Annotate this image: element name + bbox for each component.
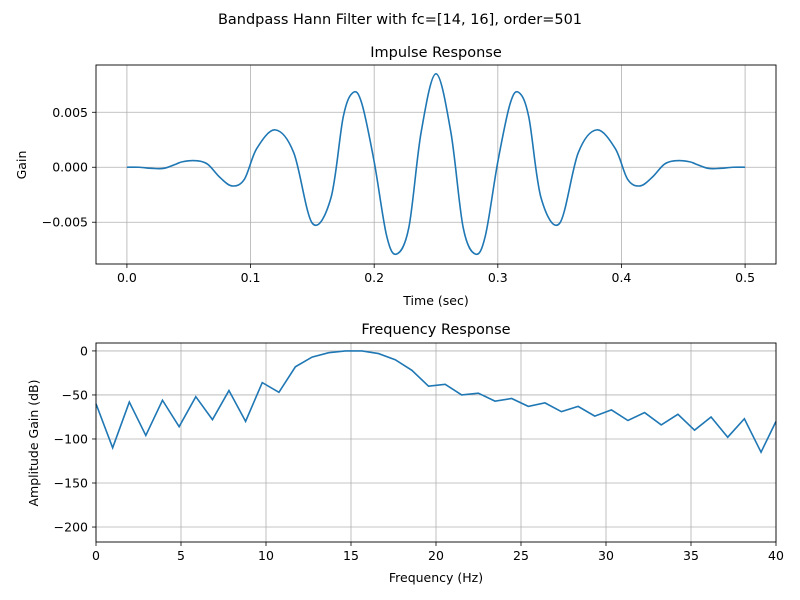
frequency-response-xtick-label: 0	[92, 548, 100, 563]
impulse-response-xtick-label: 0.4	[612, 270, 632, 285]
frequency-response-xtick-label: 15	[343, 548, 359, 563]
frequency-response-xtick-label: 30	[598, 548, 614, 563]
impulse-response-ylabel: Gain	[14, 151, 29, 180]
figure-suptitle: Bandpass Hann Filter with fc=[14, 16], o…	[218, 12, 582, 28]
frequency-response-xtick-label: 10	[258, 548, 274, 563]
impulse-response-xtick-label: 0.0	[117, 270, 137, 285]
impulse-response-axes-frame	[95, 64, 777, 265]
impulse-response-ytick-label: 0.005	[52, 105, 88, 120]
frequency-response-line	[95, 350, 777, 455]
frequency-response-xlabel: Frequency (Hz)	[389, 570, 483, 585]
frequency-response-ytick-label: −100	[54, 431, 88, 446]
impulse-response-xtick-label: 0.3	[488, 270, 508, 285]
frequency-response-ylabel: Amplitude Gain (dB)	[26, 379, 41, 506]
impulse-response-xtick-label: 0.5	[735, 270, 755, 285]
frequency-response-xtick-label: 40	[768, 548, 784, 563]
impulse-response-yticks: −0.005 0.000 0.005	[42, 105, 96, 230]
impulse-response-line	[126, 72, 746, 256]
frequency-response-ytick-label: 0	[80, 343, 88, 358]
impulse-response-xtick-label: 0.2	[364, 270, 384, 285]
frequency-response-ytick-label: −150	[54, 476, 88, 491]
impulse-response-xlabel: Time (sec)	[402, 293, 468, 308]
frequency-response-yticks: −200 −150 −100 −50 0	[54, 343, 96, 535]
impulse-response-panel: 0.0 0.1 0.2 0.3 0.4 0.5 −0.005 0.000 0.005 Impu…	[14, 45, 777, 308]
impulse-response-xtick-label: 0.1	[241, 270, 261, 285]
frequency-response-ytick-label: −200	[54, 520, 88, 535]
frequency-response-title: Frequency Response	[361, 322, 510, 338]
frequency-response-xtick-label: 5	[177, 548, 185, 563]
frequency-response-xtick-label: 25	[513, 548, 529, 563]
frequency-response-xtick-label: 20	[428, 548, 444, 563]
impulse-response-xticks: 0.0 0.1 0.2 0.3 0.4 0.5	[117, 264, 755, 285]
frequency-response-xticks: 0 5 10 15 20 25 30 35 40	[92, 542, 784, 563]
frequency-response-ytick-label: −50	[62, 387, 88, 402]
impulse-response-ytick-label: −0.005	[42, 215, 88, 230]
frequency-response-panel: 0 5 10 15 20 25 30 35 40 −200 −150 −100 −50 0 Freque…	[26, 322, 784, 585]
frequency-response-xtick-label: 35	[683, 548, 699, 563]
impulse-response-title: Impulse Response	[370, 45, 502, 61]
impulse-response-ytick-label: 0.000	[52, 160, 88, 175]
